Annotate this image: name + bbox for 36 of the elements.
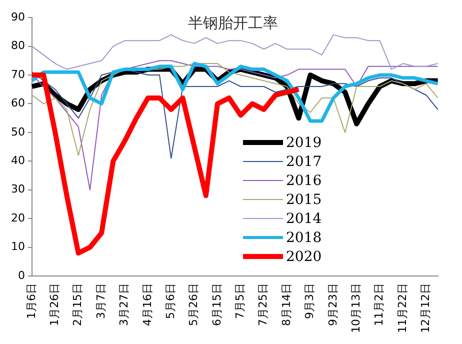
x-tick-label: 1月26日 xyxy=(48,283,62,326)
x-tick-label: 3月27日 xyxy=(118,283,131,326)
y-tick-label: 60 xyxy=(10,96,25,110)
chart-title: 半钢胎开工率 xyxy=(188,14,278,33)
x-tick-label: 5月26日 xyxy=(187,283,200,326)
x-tick-label: 7月25日 xyxy=(256,283,270,326)
x-tick-label: 4月16日 xyxy=(140,283,154,326)
x-tick-label: 12月12日 xyxy=(419,283,432,334)
y-tick-label: 90 xyxy=(10,10,25,24)
legend-label: 2015 xyxy=(286,192,322,208)
legend-label: 2014 xyxy=(286,210,322,226)
y-tick-label: 40 xyxy=(10,154,25,168)
legend-label: 2017 xyxy=(286,154,322,170)
legend-label: 2016 xyxy=(286,172,322,188)
x-tick-label: 5月6日 xyxy=(164,283,177,320)
y-tick-label: 70 xyxy=(10,68,25,81)
x-tick-label: 11月22日 xyxy=(396,283,409,334)
y-tick-label: 30 xyxy=(10,182,25,196)
x-tick-label: 8月14日 xyxy=(280,283,293,326)
y-tick-label: 20 xyxy=(10,211,25,224)
x-tick-label: 9月3日 xyxy=(303,283,316,320)
y-tick-label: 50 xyxy=(10,125,25,138)
x-tick-label: 3月7日 xyxy=(94,283,108,320)
x-tick-label: 7月5日 xyxy=(234,283,247,320)
x-tick-label: 10月13日 xyxy=(350,283,362,334)
y-tick-label: 10 xyxy=(10,240,25,254)
legend-label: 2020 xyxy=(286,248,322,264)
x-tick-label: 2月15日 xyxy=(71,283,84,326)
y-tick-label: 80 xyxy=(10,39,25,52)
x-tick-label: 11月2日 xyxy=(372,283,386,326)
x-tick-label: 1月6日 xyxy=(24,283,38,320)
x-tick-label: 9月23日 xyxy=(326,283,340,326)
legend-label: 2019 xyxy=(286,134,322,150)
legend-label: 2018 xyxy=(286,230,322,246)
x-tick-label: 6月15日 xyxy=(210,283,224,326)
y-tick-label: 0 xyxy=(18,268,25,282)
